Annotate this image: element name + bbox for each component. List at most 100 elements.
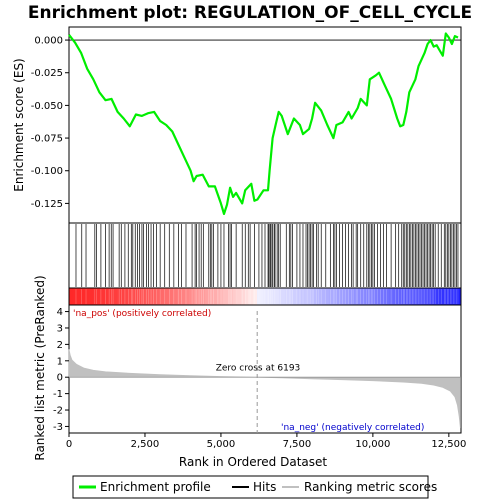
color-bar-segment [285,288,290,305]
color-bar-segment [429,288,434,305]
color-bar-segment [353,288,358,305]
color-bar-segment [93,288,98,305]
positive-correlation-label: 'na_pos' (positively correlated) [73,309,211,319]
color-bar-segment [209,288,214,305]
x-tick-label: 7,500 [283,439,312,450]
color-bar-segment [393,288,398,305]
color-bar-segment [305,288,310,305]
color-bar-segment [425,288,430,305]
color-bar-segment [89,288,94,305]
es-y-tick-label: 0.000 [34,36,63,47]
color-bar-segment [233,288,238,305]
x-tick-label: 2,500 [131,439,160,450]
color-bar-segment [113,288,118,305]
color-bar-segment [341,288,346,305]
color-bar-segment [73,288,78,305]
color-bar-segment [265,288,270,305]
color-bar-segment [281,288,286,305]
enrichment-profile-series [68,32,459,215]
x-tick-label: 5,000 [207,439,236,450]
color-bar-segment [409,288,414,305]
metric-panel-frame [68,304,462,434]
color-bar-segment [105,288,110,305]
color-bar-segment [245,288,250,305]
chart-title: Enrichment plot: REGULATION_OF_CELL_CYCL… [28,3,472,23]
color-bar-segment [173,288,178,305]
es-y-tick-label: -0.050 [31,101,63,112]
color-bar-segment [153,288,158,305]
color-bar-segment [189,288,194,305]
legend-profile-label: Enrichment profile [100,480,211,494]
color-bar-segment [309,288,314,305]
color-bar-segment [329,288,334,305]
x-tick-label: 0 [66,439,72,450]
color-bar-segment [365,288,370,305]
color-bar-segment [169,288,174,305]
color-bar-segment [101,288,106,305]
color-bar-segment [301,288,306,305]
color-bar-segment [289,288,294,305]
metric-y-axis-label: Ranked list metric (PreRanked) [33,275,47,460]
metric-y-tick-label: 2 [57,340,63,351]
metric-y-tick-label: 4 [57,307,63,318]
color-bar-segment [293,288,298,305]
metric-y-tick-label: -1 [53,389,63,400]
color-bar-segment [77,288,82,305]
color-bar-segment [229,288,234,305]
color-bar-segment [385,288,390,305]
metric-y-axis: 4 3 2 1 0 -1 -2 -3 [53,307,69,433]
color-bar-segment [125,288,130,305]
ranking-metric-area [68,349,461,429]
color-bar-segment [261,288,266,305]
ranking-metric-series [68,349,461,429]
color-bar-segment [373,288,378,305]
color-bar-segment [137,288,142,305]
color-bar-segment [157,288,162,305]
color-bar-segment [381,288,386,305]
legend: Enrichment profile Hits Ranking metric s… [72,475,437,499]
negative-correlation-label: 'na_neg' (negatively correlated) [281,423,424,433]
color-bar-segment [253,288,258,305]
color-bar-segment [249,288,254,305]
color-bar-segment [325,288,330,305]
color-bar-segment [453,288,458,305]
color-bar-segment [205,288,210,305]
rank-color-bar [69,288,462,305]
zero-cross-label: Zero cross at 6193 [216,364,301,374]
color-bar-segment [397,288,402,305]
color-bar-segment [405,288,410,305]
color-bar-segment [333,288,338,305]
color-bar-segment [349,288,354,305]
color-bar-segment [257,288,262,305]
metric-y-tick-label: 0 [57,373,63,384]
color-bar-segment [417,288,422,305]
color-bar-segment [313,288,318,305]
color-bar-segment [217,288,222,305]
es-y-tick-label: -0.100 [31,166,63,177]
legend-hits-label: Hits [253,480,276,494]
metric-y-tick-label: -2 [53,406,63,417]
color-bar-segment [145,288,150,305]
color-bar-segment [121,288,126,305]
color-bar-segment [69,288,74,305]
color-bar-segment [337,288,342,305]
x-tick-label: 10,000 [355,439,390,450]
color-bar-segment [277,288,282,305]
es-y-tick-label: -0.025 [31,68,63,79]
color-bar-segment [449,288,454,305]
metric-y-tick-label: -3 [53,422,63,433]
x-axis: 0 2,500 5,000 7,500 10,000 12,500 [66,433,466,450]
color-bar-segment [237,288,242,305]
color-bar-segment [185,288,190,305]
es-y-tick-label: -0.075 [31,134,63,145]
color-bar-segment [317,288,322,305]
color-bar-segment [437,288,442,305]
color-bar-segment [213,288,218,305]
color-bar-segment [361,288,366,305]
color-bar-segment [141,288,146,305]
color-bar-segment [457,288,462,305]
x-axis-label: Rank in Ordered Dataset [179,455,327,469]
color-bar-segment [321,288,326,305]
color-bar-segment [97,288,102,305]
